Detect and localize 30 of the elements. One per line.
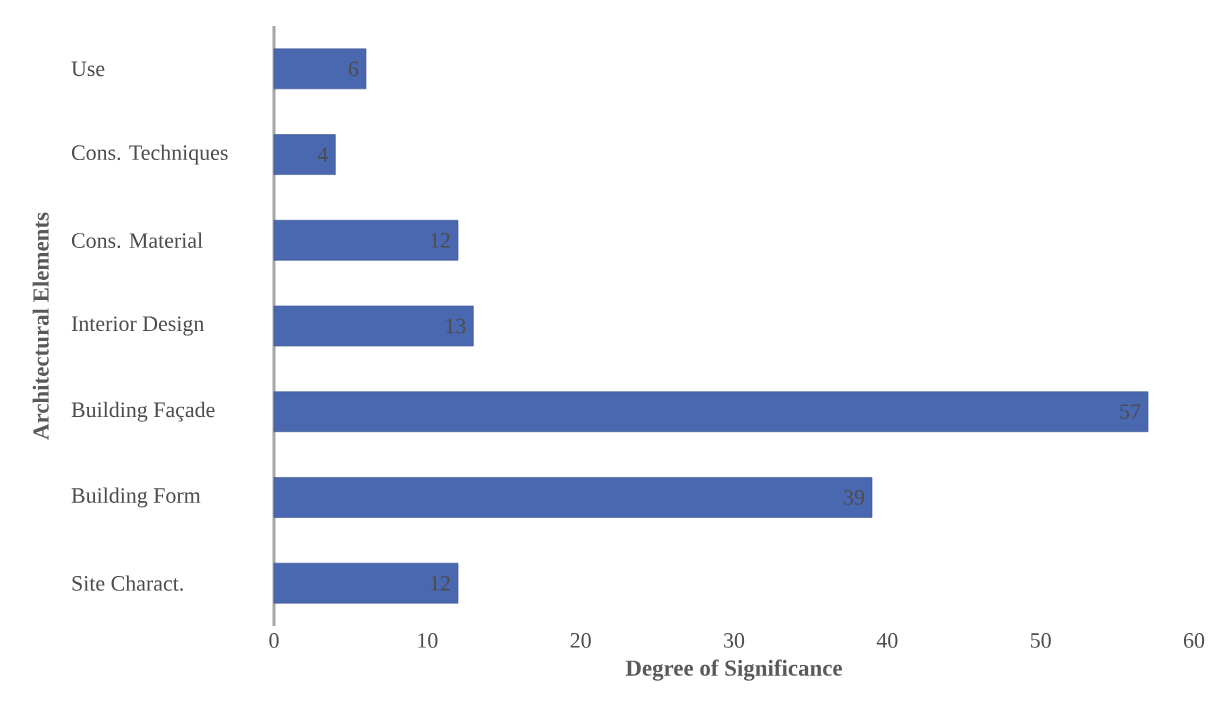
y-tick-label: Use <box>71 61 105 77</box>
y-tick-label: Cons. Techniques <box>71 144 228 165</box>
x-tick-label: 60 <box>1183 633 1205 648</box>
y-tick-label: Cons. Material <box>71 232 203 249</box>
x-tick-label: 40 <box>876 633 898 648</box>
x-tick-label: 30 <box>724 633 745 648</box>
bar <box>273 305 474 347</box>
y-tick-label: Building Façade <box>71 401 215 422</box>
bar <box>273 48 367 90</box>
y-tick-label: Interior Design <box>71 316 205 336</box>
data-label: 12 <box>430 233 450 248</box>
x-tick-label: 50 <box>1030 633 1051 648</box>
bar <box>273 219 459 261</box>
data-label: 39 <box>844 490 865 505</box>
y-tick-label: Building Form <box>71 487 201 508</box>
data-label: 4 <box>317 147 328 162</box>
data-label: 13 <box>446 318 466 334</box>
x-tick-label: 10 <box>418 633 438 648</box>
y-tick-label: Site Charact. <box>72 575 183 591</box>
x-tick-label: 20 <box>570 633 591 648</box>
bar <box>273 134 336 175</box>
bar <box>273 391 1149 433</box>
x-tick-label: 0 <box>269 633 279 648</box>
data-label: 57 <box>1120 404 1141 420</box>
bar <box>273 477 873 518</box>
x-axis-title: Degree of Significance <box>625 659 842 681</box>
data-label: 12 <box>430 575 450 591</box>
y-axis-title: Architectural Elements <box>32 212 49 440</box>
bar <box>273 562 459 604</box>
data-label: 6 <box>348 61 359 77</box>
